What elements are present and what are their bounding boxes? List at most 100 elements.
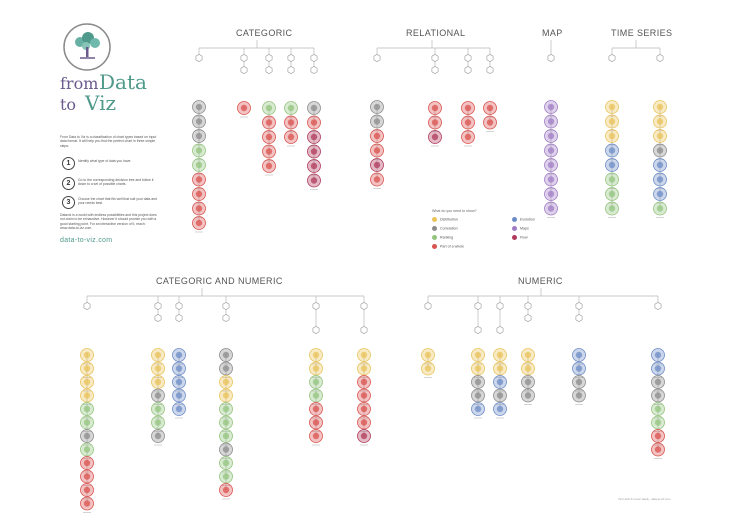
chart-glyph-icon [310, 177, 318, 184]
decision-node-hex-icon [360, 302, 368, 310]
chart-glyph-icon [360, 365, 368, 372]
chart-glyph-icon [265, 162, 273, 170]
legend-item-flow: Flow [512, 235, 528, 240]
chart-glyph-icon [83, 446, 91, 453]
chart-glyph-icon [222, 486, 230, 494]
note-text: Dataviz is a world with endless possibil… [60, 213, 157, 230]
chart-glyph-icon [83, 432, 91, 440]
legend-item-ranking: Ranking [432, 235, 453, 240]
legend-dot-icon [512, 226, 517, 231]
chart-glyph-icon [222, 405, 230, 413]
decision-node-hex-icon [496, 326, 504, 334]
chart-glyph-icon [464, 119, 472, 126]
step-3-text: Choose the chart that fits well that sui… [78, 197, 157, 206]
chart-glyph-icon [310, 104, 318, 112]
chart-glyph-icon [656, 176, 664, 183]
chart-glyph-icon [287, 104, 295, 112]
legend-item-evolution: Evolution [512, 217, 535, 222]
chart-glyph-icon [195, 132, 203, 140]
chart-glyph-icon [656, 132, 664, 140]
section-title-categoric-numeric: CATEGORIC AND NUMERIC [156, 276, 283, 286]
step-1-text: Identify what type of data you have. [78, 159, 132, 163]
decision-node-hex-icon [175, 314, 183, 322]
decision-node-hex-icon [312, 302, 320, 310]
decision-node-hex-icon [310, 54, 318, 62]
chart-glyph-icon [312, 392, 320, 399]
section-title-map: MAP [542, 28, 563, 38]
decision-node-hex-icon [287, 66, 295, 74]
chart-glyph-icon [222, 446, 230, 453]
website-link[interactable]: data-to-viz.com [60, 237, 113, 244]
chart-glyph-icon [287, 119, 295, 126]
chart-glyph-icon [265, 104, 273, 112]
decision-node-hex-icon [575, 302, 583, 310]
chart-glyph-icon [175, 392, 183, 399]
chart-glyph-icon [154, 419, 162, 426]
chart-glyph-icon [195, 219, 203, 227]
legend-label: Evolution [520, 217, 535, 222]
credit-text: Yan Holtz & Conor Healy - data-to-viz.co… [618, 497, 671, 501]
chart-glyph-icon [312, 405, 320, 413]
chart-glyph-icon [464, 133, 472, 141]
decision-node-hex-icon [240, 54, 248, 62]
chart-glyph-icon [222, 459, 230, 467]
chart-glyph-icon [654, 432, 662, 440]
chart-glyph-icon [608, 118, 616, 125]
chart-glyph-icon [222, 392, 230, 399]
chart-glyph-icon [265, 133, 273, 141]
decision-node-hex-icon [656, 54, 664, 62]
decision-node-hex-icon [486, 66, 494, 74]
decision-node-hex-icon [464, 66, 472, 74]
chart-glyph-icon [83, 459, 91, 467]
chart-glyph-icon [154, 392, 162, 399]
step-1-number: 1 [62, 157, 75, 170]
chart-glyph-icon [83, 392, 91, 399]
decision-node-hex-icon [265, 54, 273, 62]
decision-node-hex-icon [464, 54, 472, 62]
chart-glyph-icon [195, 190, 203, 198]
chart-glyph-icon [474, 365, 482, 372]
chart-glyph-icon [608, 161, 616, 169]
chart-glyph-icon [312, 419, 320, 426]
decision-node-hex-icon [222, 314, 230, 322]
step-2-number: 2 [62, 177, 75, 190]
chart-glyph-icon [656, 190, 664, 198]
chart-glyph-icon [195, 161, 203, 169]
chart-glyph-icon [547, 132, 555, 140]
step-2-text: Go to the corresponding decision tree an… [78, 178, 154, 187]
chart-glyph-icon [195, 103, 203, 111]
chart-glyph-icon [360, 432, 368, 440]
decision-node-hex-icon [240, 66, 248, 74]
legend-dot-icon [432, 217, 437, 222]
chart-glyph-icon [360, 419, 368, 426]
chart-glyph-icon [431, 104, 439, 112]
chart-glyph-icon [424, 365, 432, 372]
chart-glyph-icon [310, 119, 318, 126]
chart-glyph-icon [547, 118, 555, 125]
decision-node-hex-icon [310, 66, 318, 74]
chart-glyph-icon [154, 351, 162, 359]
chart-glyph-icon [175, 405, 183, 413]
chart-glyph-icon [496, 392, 504, 399]
chart-glyph-icon [222, 365, 230, 372]
decision-node-hex-icon [373, 54, 381, 62]
chart-glyph-icon [83, 473, 91, 480]
chart-glyph-icon [195, 205, 203, 212]
chart-glyph-icon [474, 405, 482, 413]
chart-glyph-icon [83, 486, 91, 494]
chart-glyph-icon [265, 119, 273, 126]
legend-dot-icon [512, 217, 517, 222]
chart-glyph-icon [360, 378, 368, 386]
chart-glyph-icon [547, 103, 555, 111]
chart-glyph-icon [575, 365, 583, 372]
decision-node-hex-icon [195, 54, 203, 62]
chart-glyph-icon [547, 190, 555, 198]
decision-node-hex-icon [486, 54, 494, 62]
decision-node-hex-icon [431, 54, 439, 62]
chart-glyph-icon [547, 205, 555, 212]
chart-glyph-icon [486, 104, 494, 112]
decision-node-hex-icon [654, 302, 662, 310]
chart-glyph-icon [654, 446, 662, 453]
decision-node-hex-icon [175, 302, 183, 310]
